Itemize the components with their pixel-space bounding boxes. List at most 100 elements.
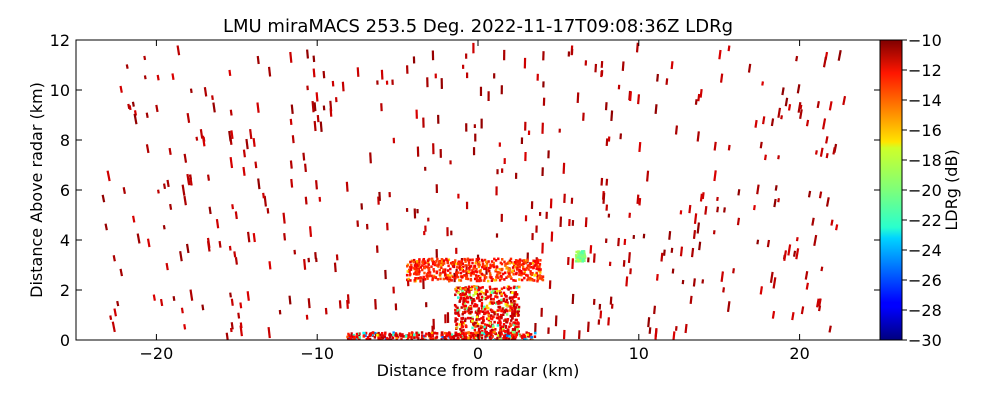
ground-clutter-gate xyxy=(364,334,367,338)
radar-echo-streak xyxy=(653,305,657,315)
ground-clutter-gate xyxy=(533,335,537,339)
melting-layer-echo-gate xyxy=(499,261,503,265)
radar-echo-streak xyxy=(472,147,476,156)
melting-layer-echo-gate xyxy=(485,264,488,267)
melting-layer-echo-gate xyxy=(450,279,453,282)
radar-echo-streak xyxy=(688,204,692,214)
melting-layer-echo-gate xyxy=(419,276,422,280)
radar-echo-streak xyxy=(480,118,483,129)
low-level-echo-gate xyxy=(474,292,477,296)
melting-layer-echo-gate xyxy=(541,278,545,282)
radar-echo-streak xyxy=(334,97,338,103)
low-level-echo-gate xyxy=(482,291,485,295)
ground-clutter-gate xyxy=(464,335,468,339)
low-level-echo-gate xyxy=(480,302,484,305)
melting-layer-echo-gate xyxy=(514,265,517,269)
melting-layer-echo-gate xyxy=(537,268,541,271)
low-level-echo-gate xyxy=(500,316,503,320)
melting-layer-echo-gate xyxy=(501,258,504,261)
radar-echo-streak xyxy=(777,107,782,118)
radar-echo-streak xyxy=(423,231,426,236)
radar-echo-streak xyxy=(145,112,149,119)
low-level-echo-gate xyxy=(462,291,466,295)
melting-layer-echo-gate xyxy=(432,269,436,273)
low-level-echo-gate xyxy=(511,314,515,318)
radar-echo-streak xyxy=(229,292,232,298)
melting-layer-echo-gate xyxy=(521,272,525,276)
radar-echo-streak xyxy=(540,307,543,317)
low-level-echo-gate xyxy=(486,310,489,314)
ground-clutter-gate xyxy=(513,332,516,336)
low-level-echo-gate xyxy=(454,311,457,315)
ground-clutter-gate xyxy=(421,337,424,340)
radar-echo-streak xyxy=(541,242,544,254)
radar-echo-streak xyxy=(257,178,261,190)
ground-clutter-gate xyxy=(469,337,472,340)
low-level-echo-gate xyxy=(464,324,468,327)
low-level-echo-gate xyxy=(457,314,461,317)
radar-echo-streak xyxy=(570,48,574,55)
radar-echo-streak xyxy=(254,161,258,169)
radar-echo-streak xyxy=(697,93,701,102)
melting-layer-echo-gate xyxy=(480,258,484,262)
ground-clutter-gate xyxy=(376,333,379,337)
melting-layer-echo-gate xyxy=(446,273,450,277)
low-level-echo-gate xyxy=(459,327,462,331)
radar-echo-streak xyxy=(636,194,640,204)
ground-clutter-gate xyxy=(496,336,499,340)
radar-echo-streak xyxy=(795,237,799,242)
melting-layer-echo-gate xyxy=(442,259,446,262)
melting-layer-echo-gate xyxy=(460,267,464,271)
radar-echo-streak xyxy=(638,197,642,206)
melting-layer-echo-gate xyxy=(490,279,494,282)
radar-echo-streak xyxy=(783,250,788,261)
radar-echo-streak xyxy=(462,64,465,69)
radar-echo-streak xyxy=(291,135,295,144)
ground-clutter-gate xyxy=(380,336,383,339)
low-level-echo-gate xyxy=(485,330,488,334)
low-level-echo-gate xyxy=(504,300,508,304)
radar-echo-streak xyxy=(256,102,260,113)
melting-layer-echo-gate xyxy=(474,261,477,265)
radar-echo-streak xyxy=(604,238,608,244)
low-level-echo-gate xyxy=(463,293,466,296)
melting-layer-echo-gate xyxy=(413,264,417,267)
melting-layer-echo-gate xyxy=(483,258,487,262)
y-tick-label: 6 xyxy=(60,181,70,200)
radar-echo-streak xyxy=(312,55,316,63)
low-level-echo-gate xyxy=(460,306,463,309)
radar-echo-streak xyxy=(230,322,234,330)
melting-layer-echo-gate xyxy=(522,259,526,263)
radar-echo-streak xyxy=(828,101,833,111)
ground-clutter-gate xyxy=(347,332,350,336)
ground-clutter-gate xyxy=(349,335,352,339)
low-level-echo-gate xyxy=(478,329,481,333)
low-level-echo-gate xyxy=(486,295,490,299)
low-level-echo-gate xyxy=(473,287,477,291)
low-level-echo-gate xyxy=(475,290,479,294)
radar-echo-streak xyxy=(290,178,294,188)
radar-echo-streak xyxy=(412,56,416,64)
radar-echo-streak xyxy=(455,247,458,254)
ground-clutter-gate xyxy=(353,337,356,340)
radar-echo-streak xyxy=(727,45,731,52)
melting-layer-echo-gate xyxy=(512,264,516,267)
low-level-echo-gate xyxy=(488,321,492,325)
radar-echo-streak xyxy=(736,217,741,226)
melting-layer-echo-gate xyxy=(490,276,493,279)
melting-layer-echo-gate xyxy=(505,276,508,279)
melting-layer-echo-gate xyxy=(509,275,512,279)
radar-echo-streak xyxy=(384,269,387,280)
ground-clutter-gate xyxy=(371,333,374,337)
radar-echo-streak xyxy=(116,300,120,307)
low-level-echo-gate xyxy=(499,326,502,330)
low-level-echo-gate xyxy=(479,310,482,313)
y-axis: 0 2 4 6 8 10 12 xyxy=(50,31,880,350)
low-level-echo-gate xyxy=(489,287,492,291)
low-level-echo-gate xyxy=(468,290,471,294)
radar-echo-streak xyxy=(571,258,575,269)
low-level-echo-gate xyxy=(498,289,502,293)
ground-clutter-gate xyxy=(433,331,437,335)
melting-layer-echo-gate xyxy=(445,257,448,261)
melting-layer-echo-gate xyxy=(444,272,447,276)
